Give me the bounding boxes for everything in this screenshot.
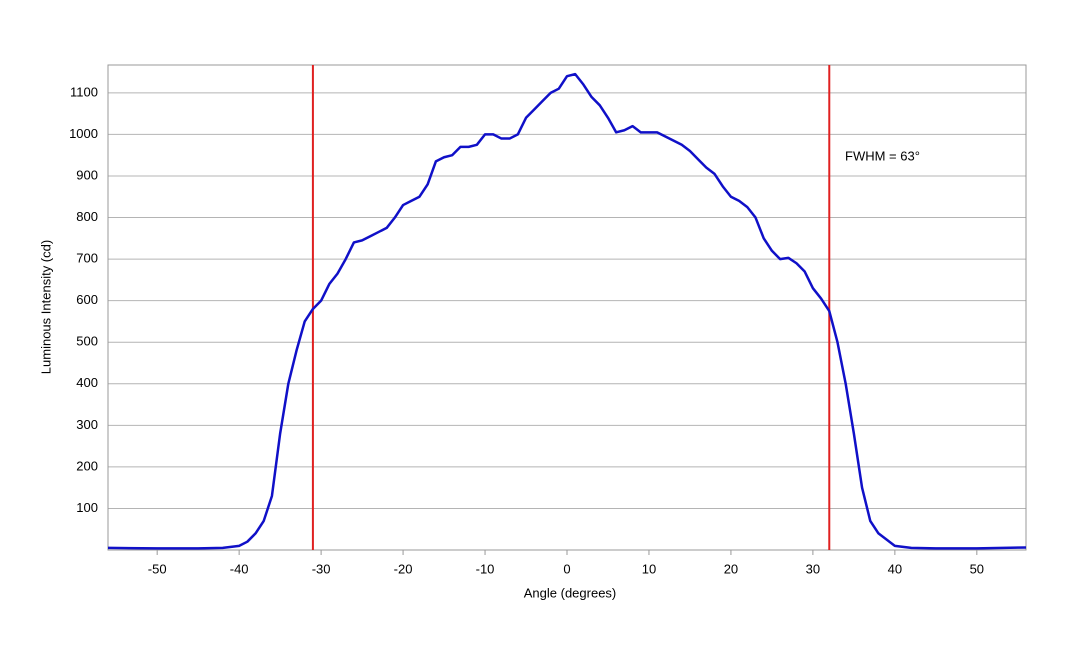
x-tick-label: -30 — [312, 561, 331, 576]
x-tick-label: 10 — [642, 561, 656, 576]
y-tick-label: 900 — [76, 167, 98, 182]
y-tick-label: 300 — [76, 417, 98, 432]
x-tick-label: 20 — [724, 561, 738, 576]
y-tick-label: 1100 — [70, 84, 98, 99]
y-tick-label: 200 — [76, 458, 98, 473]
y-tick-label: 400 — [76, 375, 98, 390]
y-tick-label: 700 — [76, 251, 98, 266]
y-tick-label: 100 — [76, 500, 98, 515]
y-tick-label: 800 — [76, 209, 98, 224]
y-axis-label: Luminous Intensity (cd) — [38, 240, 53, 374]
x-tick-label: -10 — [476, 561, 495, 576]
x-tick-label: -50 — [148, 561, 167, 576]
plot-frame — [107, 64, 1027, 551]
x-axis-label: Angle (degrees) — [524, 585, 617, 600]
y-tick-label: 1000 — [69, 126, 98, 141]
x-tick-label: 0 — [563, 561, 570, 576]
y-tick-label: 500 — [76, 334, 98, 349]
x-tick-label: -40 — [230, 561, 249, 576]
y-tick-label: 600 — [76, 292, 98, 307]
x-tick-label: -20 — [394, 561, 413, 576]
data-line — [107, 72, 1027, 550]
x-tick-label: 40 — [888, 561, 902, 576]
x-tick-label: 50 — [970, 561, 984, 576]
annotation: FWHM = 63° — [845, 148, 920, 163]
x-tick-label: 30 — [806, 561, 820, 576]
